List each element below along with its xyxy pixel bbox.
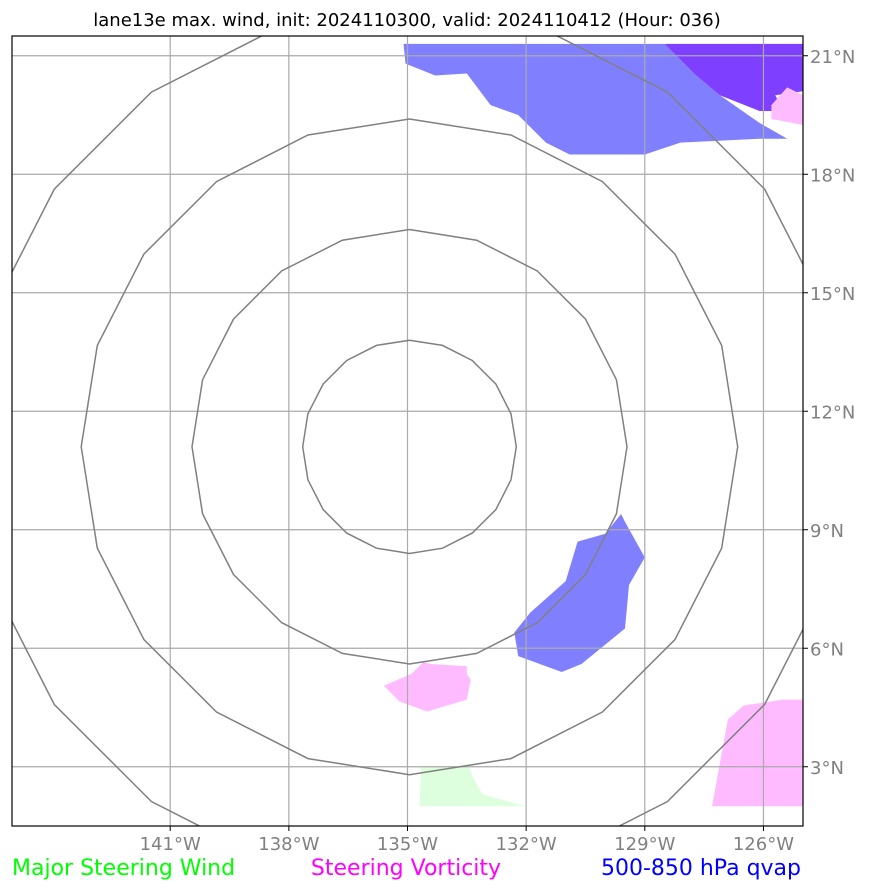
map-title: lane13e max. wind, init: 2024110300, val… <box>93 10 720 31</box>
steering-vorticity-region <box>383 662 471 712</box>
shading-layer <box>383 43 803 807</box>
steering-vorticity-region <box>712 699 803 807</box>
qvap-region <box>514 514 645 672</box>
axis-ticks: 141°W 138°W 135°W 132°W 129°W 126°W 3°N 6°N 9°N 1… <box>140 47 856 855</box>
lon-tick-label: 135°W <box>377 834 438 855</box>
range-ring <box>301 339 518 555</box>
lon-tick-label: 126°W <box>733 834 794 855</box>
steering-wind-region <box>419 766 527 807</box>
lat-tick-label: 15°N <box>810 284 855 305</box>
range-ring <box>12 36 803 826</box>
lon-tick-label: 132°W <box>496 834 557 855</box>
range-ring <box>80 118 739 776</box>
lon-tick-label: 138°W <box>258 834 319 855</box>
lon-tick-label: 129°W <box>614 834 675 855</box>
legend: Major Steering Wind Steering Vorticity 5… <box>12 856 801 881</box>
lat-tick-label: 6°N <box>810 639 844 660</box>
qvap-region <box>403 43 788 155</box>
range-ring <box>191 228 628 665</box>
legend-item-steering-wind: Major Steering Wind <box>12 856 235 881</box>
qvap-dark-region <box>664 43 803 111</box>
legend-item-qvap: 500-850 hPa qvap <box>601 856 801 881</box>
lat-tick-label: 9°N <box>810 521 844 542</box>
legend-item-steering-vorticity: Steering Vorticity <box>311 856 501 881</box>
lat-tick-label: 21°N <box>810 47 855 68</box>
lon-tick-label: 141°W <box>140 834 201 855</box>
range-rings <box>12 36 803 826</box>
lat-tick-label: 3°N <box>810 758 844 779</box>
lat-tick-label: 18°N <box>810 165 855 186</box>
gridlines <box>12 36 803 826</box>
steering-vorticity-region <box>771 87 803 125</box>
lat-tick-label: 12°N <box>810 402 855 423</box>
